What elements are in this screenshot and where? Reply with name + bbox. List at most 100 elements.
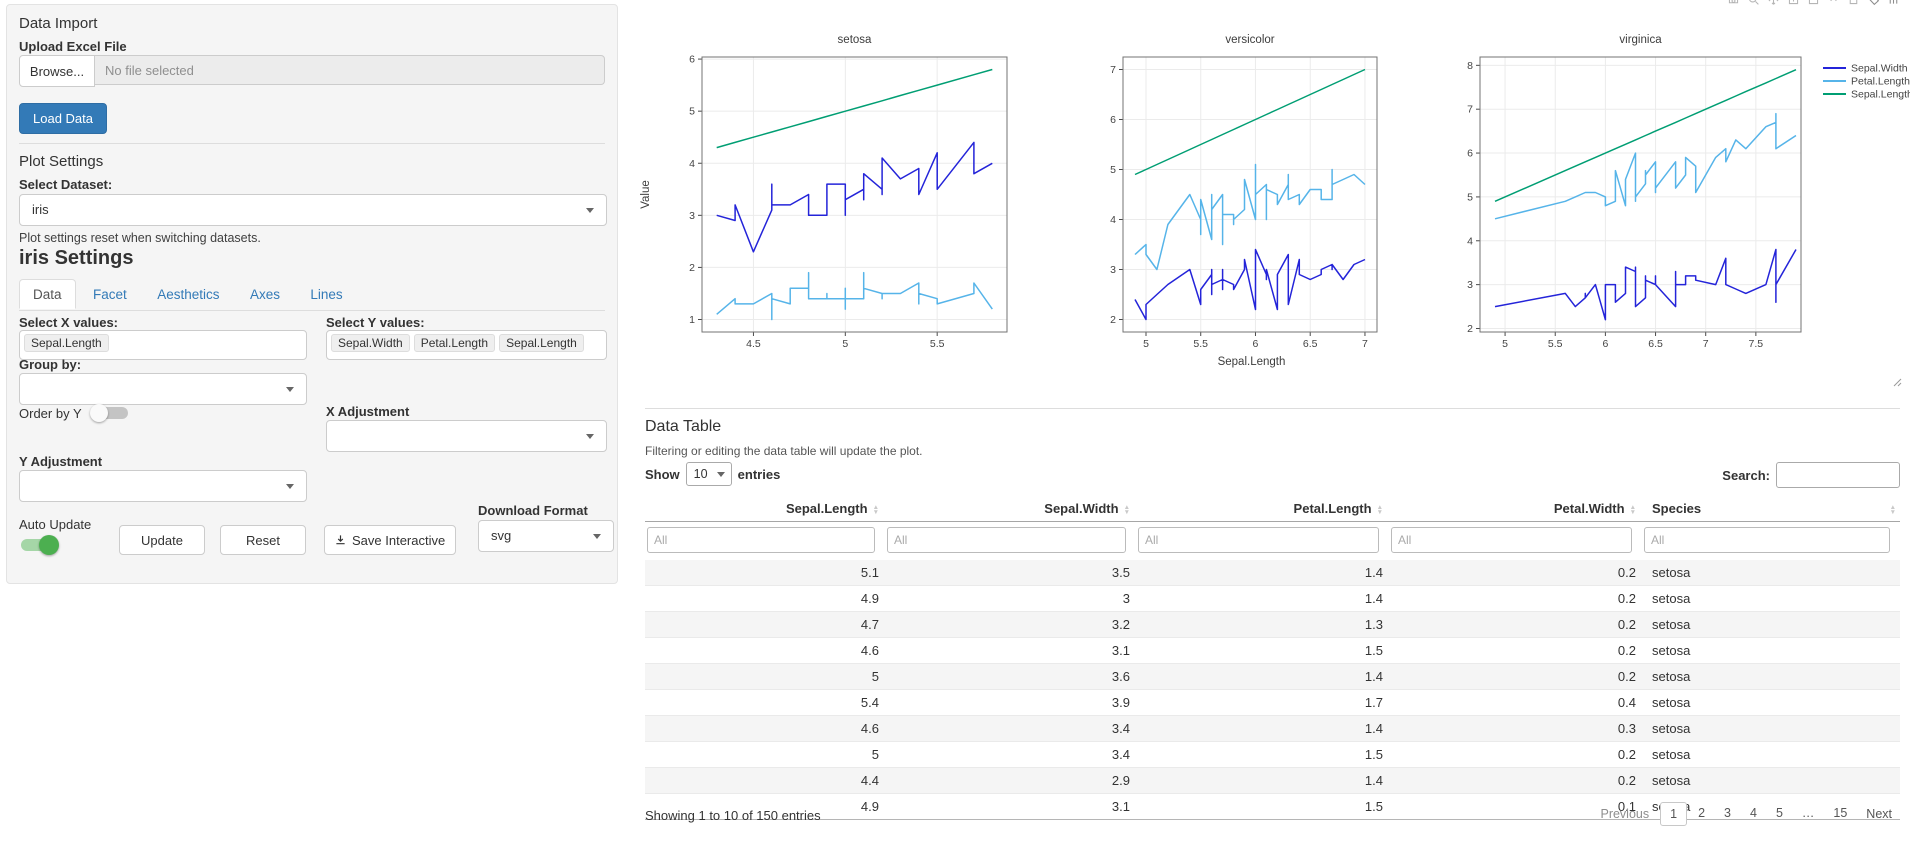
table-cell[interactable]: 0.4 xyxy=(1617,695,1636,710)
table-cell[interactable]: 1.5 xyxy=(1364,747,1383,762)
table-cell[interactable]: 1.4 xyxy=(1364,773,1383,788)
legend-label[interactable]: Sepal.Width xyxy=(1851,63,1908,75)
x-values-input[interactable]: Sepal.Length xyxy=(19,330,307,360)
table-row[interactable]: 4.6 3.1 1.5 0.2 setosa xyxy=(645,638,1900,664)
table-cell[interactable]: 4.7 xyxy=(860,617,879,632)
legend-label[interactable]: Sepal.Length xyxy=(1851,89,1910,101)
line-Petal.Length[interactable] xyxy=(716,271,993,321)
table-cell[interactable]: 1.4 xyxy=(1364,669,1383,684)
table-cell[interactable]: 3.1 xyxy=(1111,643,1130,658)
table-cell[interactable]: 3 xyxy=(1122,591,1130,606)
table-row[interactable]: 4.6 3.4 1.4 0.3 setosa xyxy=(645,715,1900,742)
search-input[interactable] xyxy=(1776,462,1900,488)
table-cell[interactable]: 4.6 xyxy=(860,721,879,736)
auto-update-toggle[interactable] xyxy=(19,535,59,555)
table-cell[interactable]: setosa xyxy=(1652,617,1691,632)
table-cell[interactable]: 5 xyxy=(871,747,879,762)
table-cell[interactable]: setosa xyxy=(1652,591,1691,606)
filter-input-petal.width[interactable] xyxy=(1391,527,1632,553)
y-value-chip[interactable]: Sepal.Length xyxy=(499,334,584,352)
line-Sepal.Length[interactable] xyxy=(716,68,993,149)
zoom-in-icon[interactable] xyxy=(1787,0,1800,10)
table-row[interactable]: 4.9 3 1.4 0.2 setosa xyxy=(645,586,1900,612)
tab-axes[interactable]: Axes xyxy=(249,287,280,302)
y-value-chip[interactable]: Petal.Length xyxy=(413,334,496,352)
table-cell[interactable]: 1.5 xyxy=(1364,643,1383,658)
table-row[interactable]: 4.7 3.2 1.3 0.2 setosa xyxy=(645,611,1900,638)
table-cell[interactable]: 1.4 xyxy=(1364,591,1383,606)
column-header-species[interactable]: Species ▲ ▼ xyxy=(1642,496,1900,522)
page-button-4[interactable]: 4 xyxy=(1749,806,1757,820)
file-selected-field[interactable]: No file selected xyxy=(95,55,605,85)
faceted-line-chart[interactable]: 4.5 5 5.5 1 2 3 4 5 6 setosa 5 5.5 6 6.5 7 2 3 4 5 6 7 versic… xyxy=(627,14,1910,372)
column-header-petal.length[interactable]: Petal.Length ▲ ▼ xyxy=(1136,496,1389,522)
table-cell[interactable]: 3.2 xyxy=(1111,617,1130,632)
table-cell[interactable]: 0.3 xyxy=(1617,721,1636,736)
page-button-1[interactable]: 1 xyxy=(1660,802,1688,826)
table-cell[interactable]: 3.9 xyxy=(1111,695,1130,710)
table-cell[interactable]: 3.4 xyxy=(1111,721,1130,736)
page-button-3[interactable]: 3 xyxy=(1724,806,1731,820)
previous-page-button[interactable]: Previous xyxy=(1600,807,1650,821)
table-cell[interactable]: 0.2 xyxy=(1617,617,1636,632)
table-cell[interactable]: 0.2 xyxy=(1617,773,1636,788)
table-cell[interactable]: setosa xyxy=(1652,565,1691,580)
reset-axes-icon[interactable] xyxy=(1847,0,1860,10)
dataset-select[interactable]: iris xyxy=(19,194,607,226)
tab-aesthetics[interactable]: Aesthetics xyxy=(157,287,220,302)
table-cell[interactable]: 5.1 xyxy=(860,565,879,580)
page-button-5[interactable]: 5 xyxy=(1775,806,1783,820)
table-cell[interactable]: setosa xyxy=(1652,669,1691,684)
save-interactive-button[interactable]: Save Interactive xyxy=(324,525,457,555)
line-Sepal.Length[interactable] xyxy=(1134,68,1366,176)
column-header-sepal.width[interactable]: Sepal.Width ▲ ▼ xyxy=(885,496,1136,522)
table-cell[interactable]: setosa xyxy=(1652,643,1691,658)
table-row[interactable]: 4.4 2.9 1.4 0.2 setosa xyxy=(645,767,1900,794)
table-row[interactable]: 5.4 3.9 1.7 0.4 setosa xyxy=(645,690,1900,716)
group-by-select[interactable] xyxy=(19,373,307,405)
table-cell[interactable]: 4.6 xyxy=(860,643,879,658)
table-cell[interactable]: 1.4 xyxy=(1364,721,1383,736)
table-cell[interactable]: 4.4 xyxy=(860,773,879,788)
table-cell[interactable]: 5 xyxy=(871,669,879,684)
table-cell[interactable]: 5.4 xyxy=(860,695,879,710)
column-header-petal.width[interactable]: Petal.Width ▲ ▼ xyxy=(1389,496,1642,522)
line-Sepal.Length[interactable] xyxy=(1494,69,1797,202)
camera-icon[interactable] xyxy=(1727,0,1740,10)
table-row[interactable]: 5 3.6 1.4 0.2 setosa xyxy=(645,663,1900,690)
x-adjustment-select[interactable] xyxy=(326,420,607,452)
page-button-15[interactable]: 15 xyxy=(1833,806,1848,820)
resize-handle-icon[interactable] xyxy=(1892,377,1902,387)
table-cell[interactable]: setosa xyxy=(1652,695,1691,710)
filter-input-sepal.width[interactable] xyxy=(887,527,1126,553)
table-cell[interactable]: 0.2 xyxy=(1617,747,1636,762)
zoom-icon[interactable] xyxy=(1747,0,1760,10)
download-format-select[interactable]: svg xyxy=(478,520,614,552)
line-Petal.Length[interactable] xyxy=(1494,112,1797,220)
column-header-sepal.length[interactable]: Sepal.Length ▲ ▼ xyxy=(645,496,885,522)
table-cell[interactable]: 3.5 xyxy=(1111,565,1130,580)
x-value-chip[interactable]: Sepal.Length xyxy=(24,334,109,352)
plotly-logo-icon[interactable] xyxy=(1887,0,1900,10)
table-cell[interactable]: 2.9 xyxy=(1111,773,1130,788)
line-Sepal.Width[interactable] xyxy=(1134,248,1366,321)
line-Sepal.Width[interactable] xyxy=(716,141,993,253)
line-Petal.Length[interactable] xyxy=(1134,163,1366,271)
table-cell[interactable]: 0.2 xyxy=(1617,643,1636,658)
table-cell[interactable]: 1.4 xyxy=(1364,565,1383,580)
tab-data[interactable]: Data xyxy=(19,279,76,309)
table-cell[interactable]: 0.1 xyxy=(1617,799,1636,814)
toggle-hover-icon[interactable] xyxy=(1867,0,1880,10)
table-cell[interactable]: 1.5 xyxy=(1364,799,1383,814)
table-cell[interactable]: 3.1 xyxy=(1111,799,1130,814)
table-cell[interactable]: 1.3 xyxy=(1364,617,1383,632)
table-cell[interactable]: 3.6 xyxy=(1111,669,1130,684)
tab-facet[interactable]: Facet xyxy=(92,287,127,302)
table-cell[interactable]: setosa xyxy=(1652,747,1691,762)
filter-input-sepal.length[interactable] xyxy=(647,527,875,553)
reset-button[interactable]: Reset xyxy=(220,525,306,555)
table-cell[interactable]: 1.7 xyxy=(1364,695,1383,710)
table-cell[interactable]: setosa xyxy=(1652,773,1691,788)
y-values-input[interactable]: Sepal.Width Petal.Length Sepal.Length xyxy=(326,330,607,360)
next-page-button[interactable]: Next xyxy=(1866,807,1892,821)
